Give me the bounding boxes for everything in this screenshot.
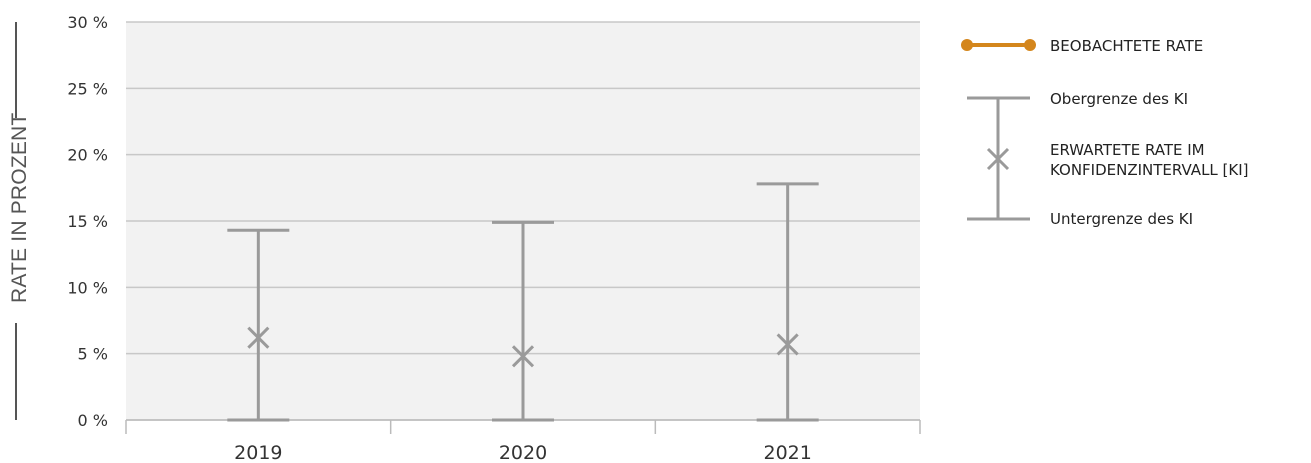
y-axis-label-text: RATE IN PROZENT: [8, 113, 31, 303]
legend: BEOBACHTETE RATE Obergrenze des KI ERWAR…: [961, 37, 1249, 228]
y-tick-label: 15 %: [67, 212, 108, 231]
x-axis: 2019 2020 2021: [125, 419, 921, 463]
y-tick-label: 30 %: [67, 13, 108, 32]
y-tick-label: 5 %: [78, 345, 108, 364]
expected-rate-marker: [247, 326, 270, 349]
y-tick-label: 25 %: [67, 79, 108, 98]
expected-rate-marker: [776, 333, 799, 356]
x-tick-label: 2019: [234, 442, 282, 463]
x-tick-label: 2021: [763, 442, 811, 463]
legend-expected-label-line2: KONFIDENZINTERVALL [KI]: [1050, 161, 1249, 179]
y-tick-label: 20 %: [67, 146, 108, 165]
legend-observed-label: BEOBACHTETE RATE: [1050, 37, 1203, 55]
legend-observed-dot-right: [1024, 39, 1036, 51]
y-tick-label: 0 %: [78, 411, 108, 430]
legend-upper-label: Obergrenze des KI: [1050, 90, 1188, 108]
error-bar-2021: [756, 182, 819, 422]
y-tick-labels: 0 % 5 % 10 % 15 % 20 % 25 % 30 %: [67, 13, 108, 430]
legend-lower-label: Untergrenze des KI: [1050, 210, 1193, 228]
expected-rate-marker: [511, 345, 535, 368]
x-tick-label: 2020: [499, 442, 547, 463]
error-bars: [227, 182, 819, 422]
legend-observed-dot-left: [961, 39, 973, 51]
y-axis-label: RATE IN PROZENT: [8, 22, 31, 420]
error-bar-2019: [227, 228, 290, 422]
error-bar-2020: [492, 220, 554, 422]
legend-expected-marker: [986, 147, 1010, 171]
y-tick-label: 10 %: [67, 278, 108, 297]
legend-expected-label-line1: ERWARTETE RATE IM: [1050, 141, 1205, 159]
